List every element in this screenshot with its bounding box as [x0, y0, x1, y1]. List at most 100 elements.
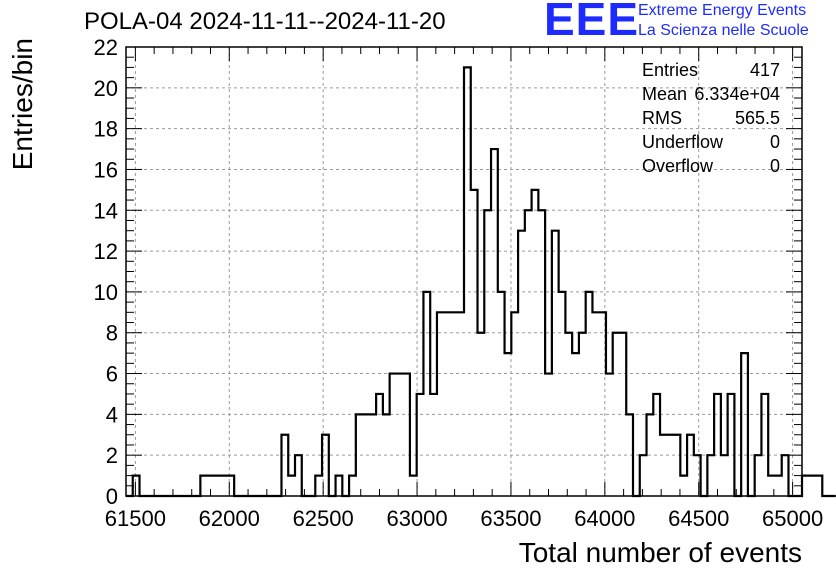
y-tick-label: 0	[106, 484, 118, 509]
histogram-bin	[498, 292, 505, 496]
histogram-bin	[417, 394, 424, 496]
histogram-bin	[383, 414, 390, 496]
x-tick-label: 62000	[199, 506, 260, 531]
histogram-bin	[295, 455, 302, 496]
histogram-bin	[396, 374, 403, 496]
logo-mark: EEE	[544, 0, 640, 45]
stat-row-mean: Mean 6.334e+04	[642, 84, 780, 108]
histogram-bin	[538, 210, 545, 496]
tick-labels: 61500 62000 62500 63000 63500 64000 64500 65000…	[94, 35, 824, 531]
histogram-bin	[660, 435, 667, 496]
y-tick-label: 10	[94, 280, 118, 305]
y-tick-label: 18	[94, 117, 118, 142]
logo-line-2: La Scienza nelle Scuole	[638, 22, 809, 39]
histogram-bin	[714, 394, 721, 496]
histogram-bin	[586, 292, 593, 496]
y-tick-label: 14	[94, 198, 118, 223]
stat-value: 0	[769, 132, 780, 152]
histogram-bin	[450, 312, 457, 496]
histogram-bin	[221, 476, 228, 496]
histogram-bin	[356, 414, 363, 496]
y-tick-label: 4	[106, 402, 118, 427]
x-axis-label: Total number of events	[519, 537, 802, 568]
y-tick-label: 22	[94, 35, 118, 60]
stat-row-rms: RMS 565.5	[642, 108, 780, 132]
x-tick-label: 64500	[668, 506, 729, 531]
histogram-bin	[647, 414, 654, 496]
histogram-bin	[390, 374, 397, 496]
histogram-bin	[606, 374, 613, 496]
histogram-bin	[694, 455, 701, 496]
stat-label: Underflow	[642, 132, 724, 152]
y-tick-label: 20	[94, 76, 118, 101]
histogram-bin	[599, 312, 606, 496]
x-tick-label: 63500	[480, 506, 541, 531]
stat-label: RMS	[642, 108, 682, 128]
histogram-bin	[565, 333, 572, 496]
histogram-bin	[403, 374, 410, 496]
histogram-bin	[782, 455, 789, 496]
histogram-bin	[315, 476, 322, 496]
eee-logo: EEE Extreme Energy Events La Scienza nel…	[540, 0, 836, 44]
histogram-bin	[288, 476, 295, 496]
histogram-outline	[126, 66, 836, 498]
histogram-bin	[363, 414, 370, 496]
histogram-bin	[430, 394, 437, 496]
histogram-bars	[126, 66, 836, 498]
histogram-bin	[741, 353, 748, 496]
histogram-bin	[579, 333, 586, 496]
histogram-bin	[376, 394, 383, 496]
histogram-bin	[532, 190, 539, 496]
stat-row-entries: Entries 417	[642, 60, 780, 84]
histogram-bin	[559, 292, 566, 496]
histogram-bin	[816, 476, 823, 496]
histogram-bin	[640, 455, 647, 496]
histogram-bin	[200, 476, 207, 496]
histogram-bin	[761, 394, 768, 496]
stat-label: Overflow	[642, 156, 714, 176]
histogram-bin	[457, 312, 464, 496]
histogram-bin	[437, 312, 444, 496]
histogram-bin	[525, 210, 532, 496]
x-tick-label: 65000	[762, 506, 823, 531]
axis-ticks	[126, 46, 802, 497]
histogram-bin	[552, 231, 559, 496]
chart-title: POLA-04 2024-11-11--2024-11-20	[84, 8, 446, 35]
histogram-bin	[410, 476, 417, 496]
histogram-bin	[653, 394, 660, 496]
stat-value: 6.334e+04	[694, 84, 780, 104]
y-tick-label: 2	[106, 443, 118, 468]
stat-row-underflow: Underflow 0	[642, 132, 780, 156]
histogram-bin	[349, 476, 356, 496]
histogram-bin	[613, 333, 620, 496]
y-tick-label: 8	[106, 321, 118, 346]
histogram-bin	[809, 476, 816, 496]
histogram-bin	[728, 394, 735, 496]
x-tick-label: 62500	[293, 506, 354, 531]
histogram-bin	[518, 231, 525, 496]
histogram-bin	[471, 190, 478, 496]
stat-value: 565.5	[734, 108, 780, 128]
histogram-bin	[281, 435, 288, 496]
stat-label: Mean	[642, 84, 688, 104]
histogram-bin	[721, 455, 728, 496]
histogram-bin	[680, 476, 687, 496]
histogram-bin	[423, 292, 430, 496]
histogram-bin	[511, 312, 518, 496]
histogram-bin	[572, 353, 579, 496]
histogram-bin	[214, 476, 221, 496]
x-tick-label: 64000	[574, 506, 635, 531]
histogram-bin	[619, 333, 626, 496]
y-tick-label: 12	[94, 239, 118, 264]
x-tick-label: 61500	[105, 506, 166, 531]
histogram-bin	[491, 149, 498, 496]
histogram-bin	[227, 476, 234, 496]
histogram-bin	[667, 435, 674, 496]
histogram-bin	[802, 476, 809, 496]
stat-row-overflow: Overflow 0	[642, 156, 780, 180]
histogram-bin	[626, 414, 633, 496]
histogram-bin	[687, 435, 694, 496]
y-tick-label: 16	[94, 157, 118, 182]
histogram-bin	[707, 455, 714, 496]
